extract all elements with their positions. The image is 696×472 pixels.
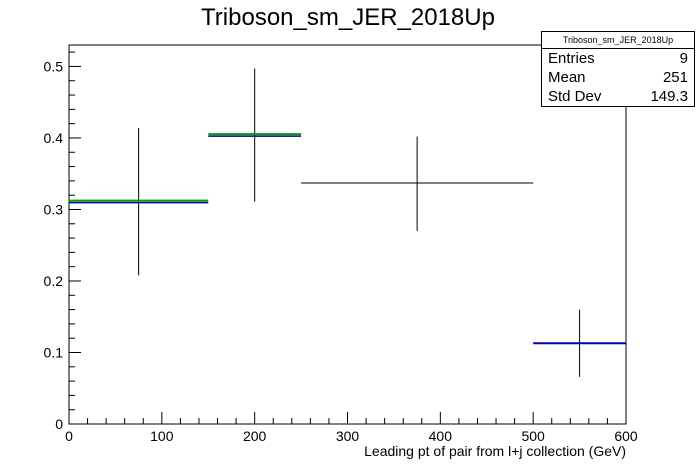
stats-stddev-label: Std Dev [548,88,602,105]
x-tick-label: 0 [65,428,73,444]
y-tick-label: 0 [55,416,63,432]
x-tick-label: 600 [614,428,638,444]
stats-row-entries: Entries 9 [542,49,694,68]
x-axis-label: Leading pt of pair from l+j collection (… [364,443,626,459]
stats-row-mean: Mean 251 [542,68,694,87]
y-tick-label: 0.3 [44,201,64,217]
stats-box-title: Triboson_sm_JER_2018Up [542,32,694,49]
y-tick-label: 0.1 [44,344,64,360]
y-tick-label: 0.4 [44,130,64,146]
y-tick-label: 0.5 [44,58,64,74]
chart-title: Triboson_sm_JER_2018Up [201,4,495,31]
stats-stddev-value: 149.3 [650,88,688,105]
y-tick-label: 0.2 [44,273,64,289]
stats-row-stddev: Std Dev 149.3 [542,87,694,106]
stats-entries-label: Entries [548,50,595,67]
x-tick-label: 300 [336,428,360,444]
x-tick-label: 500 [521,428,545,444]
stats-mean-value: 251 [662,69,688,86]
x-tick-label: 100 [150,428,174,444]
x-tick-label: 400 [429,428,453,444]
stats-entries-value: 9 [679,50,688,67]
stats-box: Triboson_sm_JER_2018Up Entries 9 Mean 25… [541,31,695,107]
stats-mean-label: Mean [548,69,586,86]
x-tick-label: 200 [243,428,267,444]
